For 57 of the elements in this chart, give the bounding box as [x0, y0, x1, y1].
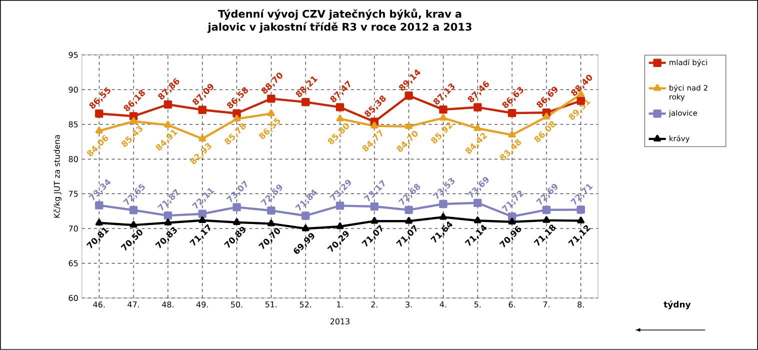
point	[198, 210, 206, 218]
point	[542, 216, 550, 223]
point	[267, 220, 275, 226]
point	[164, 120, 172, 128]
point	[508, 108, 516, 118]
point	[439, 106, 448, 114]
point	[95, 110, 104, 118]
point	[232, 203, 241, 212]
point	[267, 110, 275, 116]
point	[370, 217, 378, 224]
point	[95, 218, 103, 226]
point	[198, 106, 206, 114]
point	[232, 109, 241, 118]
point	[198, 134, 206, 142]
point	[267, 206, 276, 215]
point	[542, 206, 551, 214]
point	[336, 202, 344, 210]
point	[336, 114, 344, 122]
point	[508, 218, 516, 225]
point	[267, 94, 276, 103]
point	[164, 211, 172, 220]
point	[336, 103, 344, 112]
point	[164, 100, 172, 109]
point	[129, 206, 138, 214]
point	[233, 218, 240, 225]
point	[404, 92, 413, 100]
point	[474, 124, 482, 132]
point	[301, 212, 310, 220]
point	[336, 222, 344, 230]
text: týdny	[664, 300, 691, 310]
point	[577, 216, 585, 224]
point	[474, 103, 482, 112]
point	[130, 117, 138, 124]
point	[542, 112, 550, 120]
point	[95, 201, 104, 210]
point	[370, 202, 379, 211]
point	[233, 114, 240, 122]
point	[405, 122, 413, 130]
point	[508, 212, 516, 221]
point	[439, 200, 448, 208]
point	[370, 122, 378, 129]
point	[130, 221, 138, 228]
point	[198, 216, 206, 224]
point	[440, 114, 447, 121]
point	[440, 213, 447, 220]
point	[508, 130, 516, 138]
point	[164, 218, 172, 226]
point	[404, 206, 413, 214]
chart-title: Týdenní vývoj CZV jatečných býků, krav a jalovic v jakostní třídě R3 v roce 2012 a 2013	[207, 8, 472, 33]
point	[95, 126, 103, 134]
point	[129, 112, 138, 120]
point	[301, 98, 310, 106]
point	[302, 224, 310, 232]
point	[405, 217, 413, 224]
point	[576, 206, 585, 214]
point	[474, 198, 482, 208]
point	[474, 216, 482, 224]
